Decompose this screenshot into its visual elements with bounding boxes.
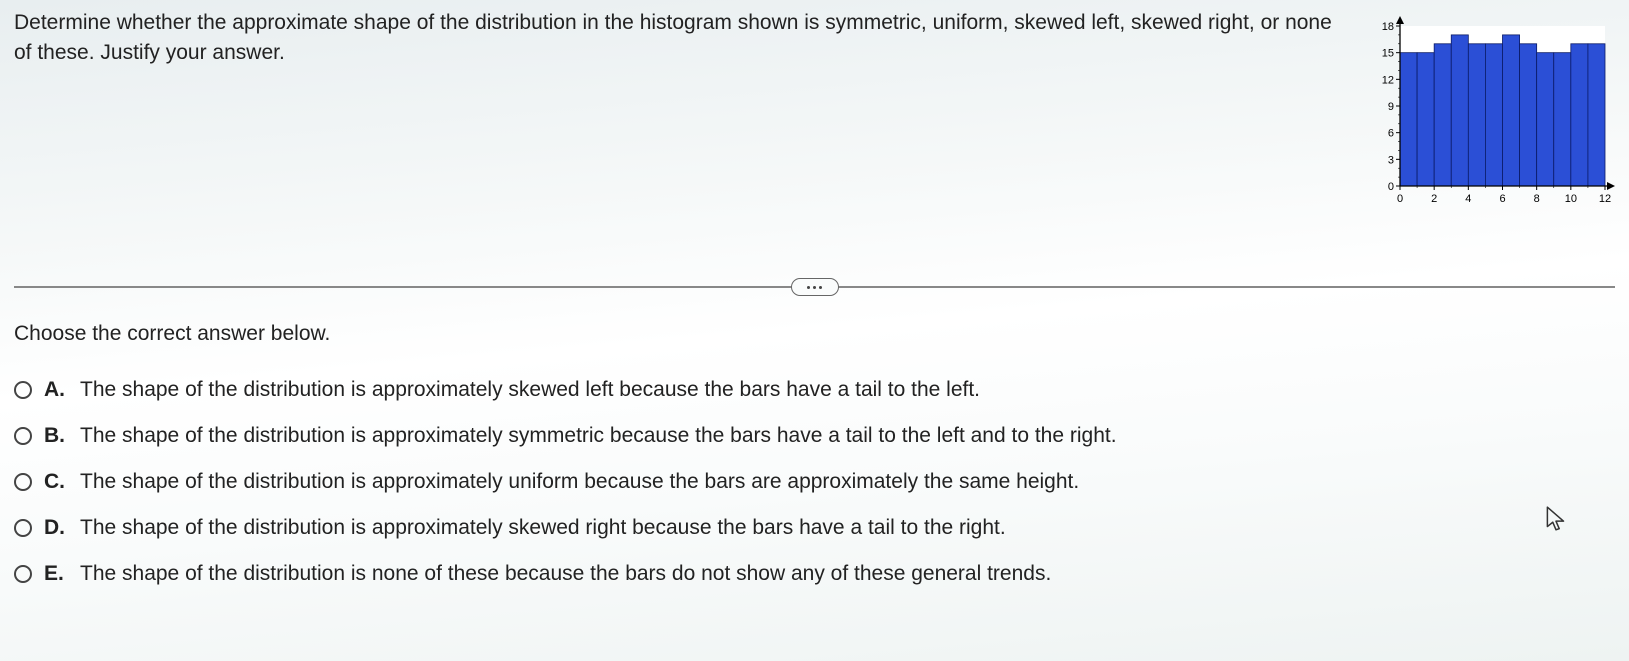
svg-text:6: 6 — [1499, 193, 1505, 205]
option-text: The shape of the distribution is approxi… — [80, 424, 1117, 448]
histogram-chart: 0 3 6 9 12 15 18 0 2 4 6 8 10 12 — [1370, 16, 1615, 216]
option-row[interactable]: A. The shape of the distribution is appro… — [14, 378, 1615, 402]
option-letter: C. — [44, 470, 68, 494]
svg-text:0: 0 — [1397, 193, 1403, 205]
radio-button[interactable] — [14, 427, 32, 445]
top-row: Determine whether the approximate shape … — [14, 8, 1615, 216]
answer-prompt: Choose the correct answer below. — [14, 322, 1615, 346]
svg-text:9: 9 — [1388, 101, 1394, 113]
question-text: Determine whether the approximate shape … — [14, 8, 1350, 69]
options-list: A. The shape of the distribution is appro… — [14, 378, 1615, 586]
option-text: The shape of the distribution is approxi… — [80, 470, 1079, 494]
option-row[interactable]: D. The shape of the distribution is appro… — [14, 516, 1615, 540]
svg-text:2: 2 — [1431, 193, 1437, 205]
histogram-svg: 0 3 6 9 12 15 18 0 2 4 6 8 10 12 — [1370, 16, 1615, 216]
expand-pill[interactable] — [791, 278, 839, 296]
option-text: The shape of the distribution is approxi… — [80, 378, 980, 402]
radio-button[interactable] — [14, 519, 32, 537]
radio-button[interactable] — [14, 381, 32, 399]
svg-text:12: 12 — [1382, 74, 1394, 86]
svg-text:12: 12 — [1599, 193, 1611, 205]
radio-button[interactable] — [14, 565, 32, 583]
svg-text:0: 0 — [1388, 181, 1394, 193]
option-letter: B. — [44, 424, 68, 448]
option-row[interactable]: B. The shape of the distribution is appro… — [14, 424, 1615, 448]
option-letter: A. — [44, 378, 68, 402]
option-text: The shape of the distribution is approxi… — [80, 516, 1006, 540]
svg-text:15: 15 — [1382, 48, 1394, 60]
radio-button[interactable] — [14, 473, 32, 491]
option-letter: D. — [44, 516, 68, 540]
svg-text:8: 8 — [1534, 193, 1540, 205]
svg-text:4: 4 — [1465, 193, 1471, 205]
option-row[interactable]: C. The shape of the distribution is appro… — [14, 470, 1615, 494]
svg-text:3: 3 — [1388, 154, 1394, 166]
svg-text:6: 6 — [1388, 128, 1394, 140]
option-letter: E. — [44, 562, 68, 586]
option-row[interactable]: E. The shape of the distribution is none … — [14, 562, 1615, 586]
svg-text:18: 18 — [1382, 21, 1394, 33]
svg-text:10: 10 — [1565, 193, 1577, 205]
section-divider — [14, 286, 1615, 288]
option-text: The shape of the distribution is none of… — [80, 562, 1051, 586]
question-panel: Determine whether the approximate shape … — [0, 0, 1629, 661]
